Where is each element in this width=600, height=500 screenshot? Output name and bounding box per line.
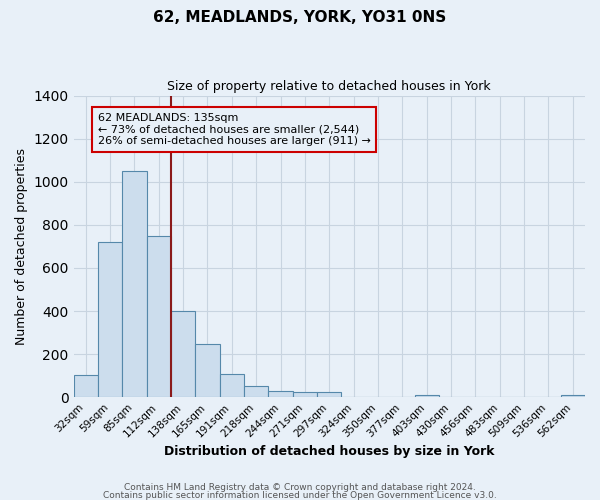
Text: Contains HM Land Registry data © Crown copyright and database right 2024.: Contains HM Land Registry data © Crown c… <box>124 484 476 492</box>
Bar <box>146 236 171 397</box>
Text: Contains public sector information licensed under the Open Government Licence v3: Contains public sector information licen… <box>103 490 497 500</box>
Bar <box>196 344 220 397</box>
Text: 62 MEADLANDS: 135sqm
← 73% of detached houses are smaller (2,544)
26% of semi-de: 62 MEADLANDS: 135sqm ← 73% of detached h… <box>98 113 371 146</box>
Bar <box>415 394 439 397</box>
Y-axis label: Number of detached properties: Number of detached properties <box>15 148 28 345</box>
Bar <box>74 374 98 397</box>
Text: 62, MEADLANDS, YORK, YO31 0NS: 62, MEADLANDS, YORK, YO31 0NS <box>154 10 446 25</box>
Bar <box>171 311 196 397</box>
Bar <box>244 386 268 397</box>
Bar <box>122 171 146 397</box>
Bar <box>293 392 317 397</box>
Title: Size of property relative to detached houses in York: Size of property relative to detached ho… <box>167 80 491 93</box>
Bar <box>98 242 122 397</box>
Bar <box>317 392 341 397</box>
Bar <box>268 391 293 397</box>
X-axis label: Distribution of detached houses by size in York: Distribution of detached houses by size … <box>164 444 494 458</box>
Bar <box>220 374 244 397</box>
Bar <box>560 395 585 397</box>
